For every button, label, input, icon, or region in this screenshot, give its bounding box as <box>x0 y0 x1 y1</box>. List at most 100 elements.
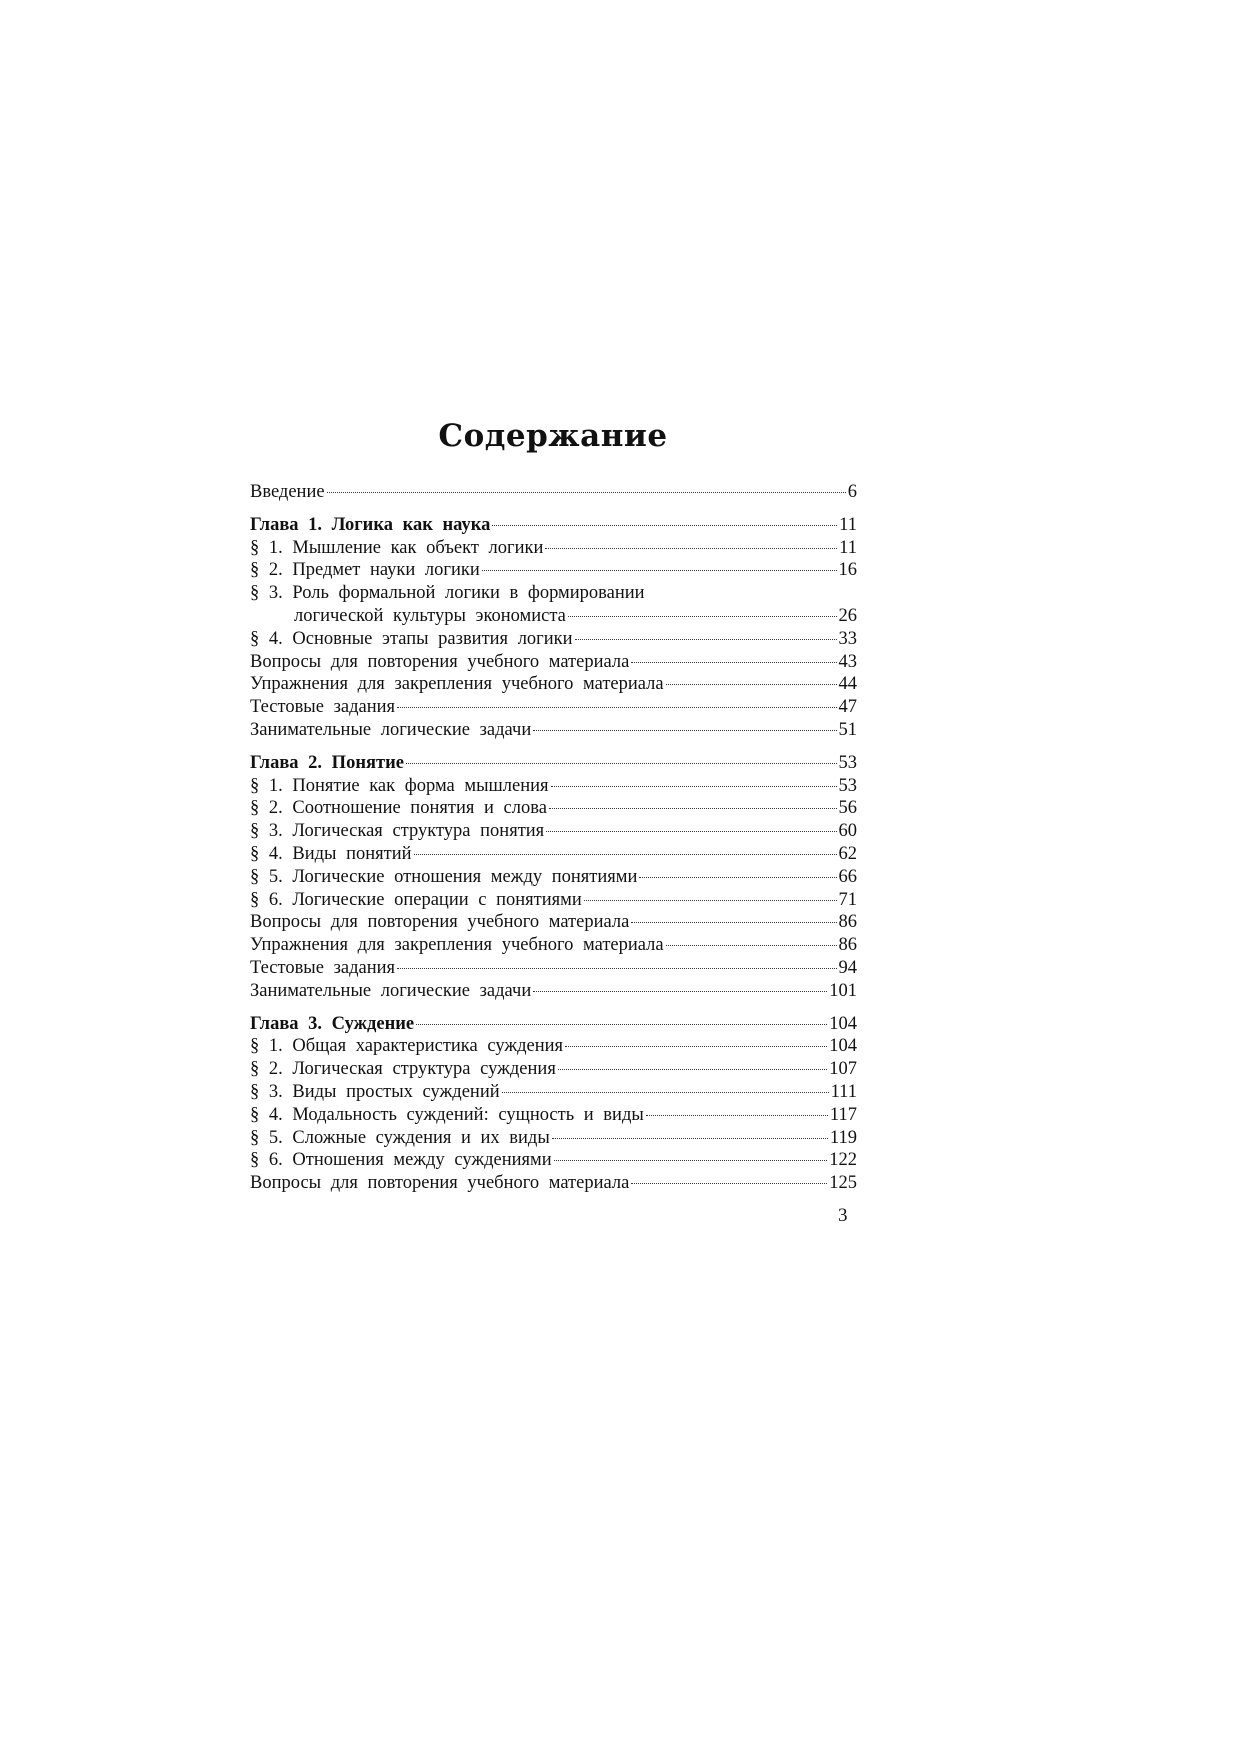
toc-entry-title: § 6. Отношения между суждениями <box>250 1150 552 1171</box>
dot-leader <box>631 661 837 663</box>
toc-entry-title: § 4. Виды понятий <box>250 843 412 864</box>
dot-leader <box>551 1137 828 1139</box>
toc-entry: § 1. Общая характеристика суждения 104 <box>250 1035 857 1058</box>
dot-leader <box>397 967 837 969</box>
dot-leader <box>501 1091 829 1093</box>
dot-leader <box>550 785 837 787</box>
toc-entry: Занимательные логические задачи 51 <box>250 719 857 742</box>
toc-entry-page: 66 <box>838 866 858 887</box>
toc-entry-page: 86 <box>838 912 858 933</box>
toc-entry-page: 6 <box>847 482 857 502</box>
toc-entry-title: Вопросы для повторения учебного материал… <box>250 1173 630 1194</box>
toc-entry: Вопросы для повторения учебного материал… <box>250 651 857 674</box>
toc-entry: § 6. Логические операции с понятиями 71 <box>250 889 857 912</box>
dot-leader <box>413 853 837 855</box>
toc-entry-page: 51 <box>838 719 858 740</box>
toc-entry-title: Занимательные логические задачи <box>250 980 532 1001</box>
toc-entry: § 3. Роль формальной логики в формирован… <box>250 582 857 605</box>
toc-entry-title: Введение <box>250 482 325 502</box>
dot-leader <box>557 1069 828 1071</box>
toc-entry-page: 125 <box>829 1173 857 1194</box>
dot-leader <box>583 899 837 901</box>
toc-entry-title: § 6. Логические операции с понятиями <box>250 889 582 910</box>
dot-leader <box>567 615 837 617</box>
toc-entry-title: Занимательные логические задачи <box>250 719 532 740</box>
toc-entry-title: § 3. Виды простых суждений <box>250 1081 500 1102</box>
toc-entry-page: 122 <box>829 1150 857 1171</box>
toc-entry-title: § 2. Соотношение понятия и слова <box>250 798 547 819</box>
toc-entry-title: Тестовые задания <box>250 957 396 978</box>
toc-entry: Упражнения для закрепления учебного мате… <box>250 673 857 696</box>
dot-leader <box>631 1183 828 1185</box>
toc-entry-title: логической культуры экономиста <box>294 605 566 626</box>
toc-chapter: Глава 2. Понятие 53 <box>250 752 857 775</box>
dot-leader <box>665 684 837 686</box>
toc-entry: § 2. Предмет науки логики 16 <box>250 559 857 582</box>
dot-leader <box>533 990 828 992</box>
toc-entry-title: Упражнения для закрепления учебного мате… <box>250 674 664 695</box>
toc-entry-page: 43 <box>838 651 858 672</box>
toc-chapter: Глава 3. Суждение 104 <box>250 1013 857 1036</box>
page-title: Содержание <box>438 418 668 454</box>
dot-leader <box>639 876 837 878</box>
toc-entry-title: § 2. Логическая структура суждения <box>250 1059 556 1080</box>
toc-entry: § 6. Отношения между суждениями 122 <box>250 1149 857 1172</box>
toc-entry-page: 47 <box>838 697 858 718</box>
toc-entry-page: 53 <box>838 775 858 796</box>
dot-leader <box>405 762 837 764</box>
toc-entry-title: Вопросы для повторения учебного материал… <box>250 651 630 672</box>
toc-entry: § 1. Мышление как объект логики 11 <box>250 537 857 560</box>
toc-entry-page: 11 <box>839 537 857 558</box>
toc-entry-page: 94 <box>838 957 858 978</box>
dot-leader <box>631 922 837 924</box>
toc-entry: § 4. Модальность суждений: сущность и ви… <box>250 1104 857 1127</box>
toc-entry: логической культуры экономиста 26 <box>250 605 857 628</box>
toc-entry: § 2. Соотношение понятия и слова 56 <box>250 797 857 820</box>
toc-entry-title: Глава 2. Понятие <box>250 752 404 773</box>
dot-leader <box>326 492 846 493</box>
dot-leader <box>665 945 837 947</box>
dot-leader <box>548 808 837 810</box>
toc-entry-title: Упражнения для закрепления учебного мате… <box>250 935 664 956</box>
toc-entry-page: 53 <box>838 752 858 773</box>
toc-entry-page: 44 <box>838 674 858 695</box>
toc-entry-page: 86 <box>838 935 858 956</box>
toc-entry-title: § 5. Сложные суждения и их виды <box>250 1127 550 1148</box>
toc-chapter: Глава 1. Логика как наука 11 <box>250 514 857 537</box>
toc-entry-title: § 2. Предмет науки логики <box>250 560 480 581</box>
toc-entry: § 4. Виды понятий 62 <box>250 843 857 866</box>
toc-entry-title: § 1. Понятие как форма мышления <box>250 775 549 796</box>
dot-leader <box>533 729 837 731</box>
toc-entry-title: § 3. Логическая структура понятия <box>250 821 545 842</box>
table-of-contents: Введение 6 Глава 1. Логика как наука 11 § 1.… <box>250 481 857 1195</box>
dot-leader <box>481 570 837 572</box>
toc-entry: § 3. Логическая структура понятия 60 <box>250 820 857 843</box>
toc-entry-page: 104 <box>829 1036 857 1057</box>
toc-entry-page: 16 <box>838 560 858 581</box>
toc-entry: Занимательные логические задачи 101 <box>250 980 857 1003</box>
toc-entry-title: § 1. Мышление как объект логики <box>250 537 544 558</box>
toc-entry-title: § 5. Логические отношения между понятиям… <box>250 866 638 887</box>
toc-entry-title: § 3. Роль формальной логики в формирован… <box>250 583 645 604</box>
toc-entry: Вопросы для повторения учебного материал… <box>250 1172 857 1195</box>
toc-entry: Вопросы для повторения учебного материал… <box>250 911 857 934</box>
toc-entry-page: 62 <box>838 843 858 864</box>
toc-entry: § 5. Сложные суждения и их виды 119 <box>250 1127 857 1150</box>
toc-entry-page: 71 <box>838 889 858 910</box>
toc-entry: Тестовые задания 47 <box>250 696 857 719</box>
toc-entry-page: 26 <box>838 605 858 626</box>
toc-entry-page: 101 <box>829 980 857 1001</box>
dot-leader <box>492 524 838 526</box>
toc-entry-page: 117 <box>829 1104 857 1125</box>
dot-leader <box>553 1160 828 1162</box>
toc-entry-title: § 4. Основные этапы развития логики <box>250 628 573 649</box>
toc-entry: § 2. Логическая структура суждения 107 <box>250 1058 857 1081</box>
toc-entry-title: Глава 3. Суждение <box>250 1013 415 1034</box>
toc-entry-page: 33 <box>838 628 858 649</box>
toc-entry: § 1. Понятие как форма мышления 53 <box>250 775 857 798</box>
toc-entry: § 4. Основные этапы развития логики 33 <box>250 628 857 651</box>
toc-entry-title: § 4. Модальность суждений: сущность и ви… <box>250 1104 644 1125</box>
dot-leader <box>416 1023 828 1025</box>
dot-leader <box>574 638 837 640</box>
dot-leader <box>545 547 838 549</box>
